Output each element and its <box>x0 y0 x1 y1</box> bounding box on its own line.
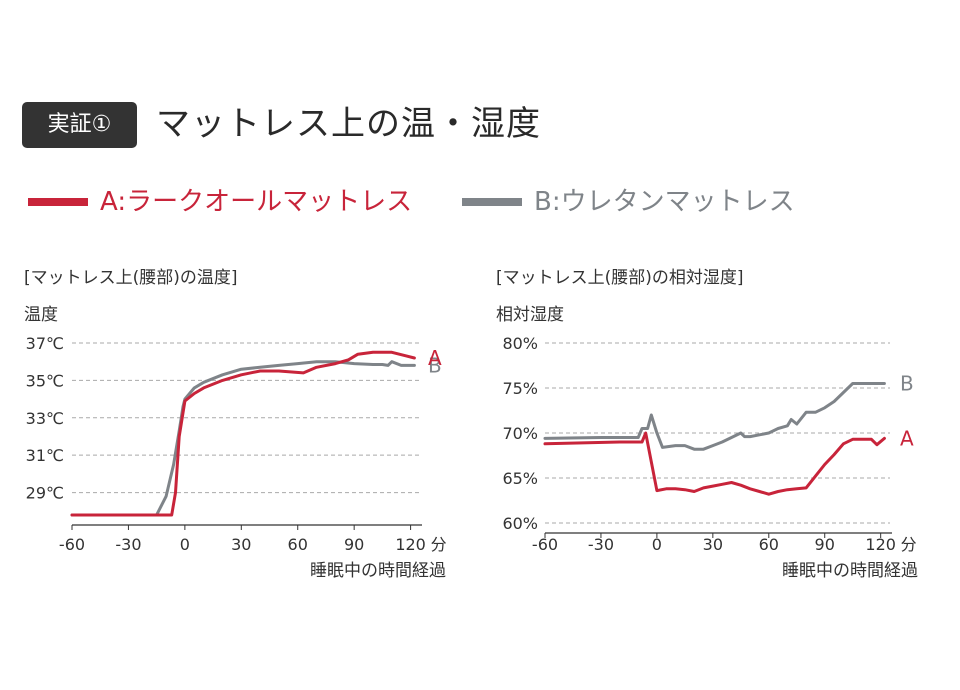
x-tick-label: 0 <box>180 535 190 554</box>
chart-humidity: [マットレス上(腰部)の相対湿度] 相対湿度 60% 65% 70% 75% 80% -60 -… <box>496 268 918 581</box>
y-tick-label: 37℃ <box>26 334 64 353</box>
x-tick-label: 120 <box>865 535 896 554</box>
x-tick-label: 90 <box>815 535 835 554</box>
y-axis-label: 相対湿度 <box>496 305 564 325</box>
legend-swatch-b <box>462 198 522 206</box>
y-tick-label: 70% <box>502 424 538 443</box>
y-tick-label: 75% <box>502 379 538 398</box>
chart-number-badge: 実証① <box>22 102 137 148</box>
x-unit-label: 分 <box>901 535 917 554</box>
x-axis-label: 睡眠中の時間経過 <box>782 561 918 581</box>
x-axis-label: 睡眠中の時間経過 <box>310 561 446 581</box>
y-tick-label: 33℃ <box>26 409 64 428</box>
chart-title: [マットレス上(腰部)の温度] <box>24 268 238 288</box>
legend-item-b: B:ウレタンマットレス <box>462 180 795 224</box>
y-tick-label: 65% <box>502 469 538 488</box>
x-unit-label: 分 <box>431 535 447 554</box>
series-end-label-b: B <box>428 353 442 377</box>
x-tick-label: -60 <box>532 535 558 554</box>
y-axis-label: 温度 <box>24 305 58 325</box>
x-tick-label: -30 <box>115 535 141 554</box>
x-tick-label: 120 <box>395 535 426 554</box>
chart-temperature: [マットレス上(腰部)の温度] 温度 29℃ 31℃ 33℃ 35℃ 37℃ -60 -30 0 3… <box>24 268 447 581</box>
x-tick-label: -30 <box>588 535 614 554</box>
series-end-label-b: B <box>900 372 914 396</box>
humid-series-a-line <box>543 431 886 496</box>
chart-title: [マットレス上(腰部)の相対湿度] <box>496 268 744 288</box>
temp-series-b-line <box>70 360 416 517</box>
temp-series-a-line <box>70 350 416 517</box>
x-tick-label: 60 <box>288 535 308 554</box>
legend-item-a: A:ラークオールマットレス <box>28 180 412 224</box>
page-title: マットレス上の温・湿度 <box>156 104 541 144</box>
y-tick-label: 31℃ <box>26 446 64 465</box>
y-tick-label: 29℃ <box>26 484 64 503</box>
legend-swatch-a <box>28 198 88 206</box>
series-end-label-a: A <box>428 346 442 370</box>
x-tick-label: 0 <box>652 535 662 554</box>
series-end-label-a: A <box>900 426 914 450</box>
legend-label-b: B:ウレタンマットレス <box>534 187 795 217</box>
x-tick-label: 30 <box>703 535 723 554</box>
x-tick-label: 90 <box>344 535 364 554</box>
x-tick-label: -60 <box>59 535 85 554</box>
x-tick-label: 30 <box>231 535 251 554</box>
legend-label-a: A:ラークオールマットレス <box>100 187 413 217</box>
y-tick-label: 35℃ <box>26 371 64 390</box>
y-tick-label: 60% <box>502 514 538 533</box>
x-tick-label: 60 <box>759 535 779 554</box>
y-tick-label: 80% <box>502 334 538 353</box>
humid-series-b-line <box>543 382 886 451</box>
